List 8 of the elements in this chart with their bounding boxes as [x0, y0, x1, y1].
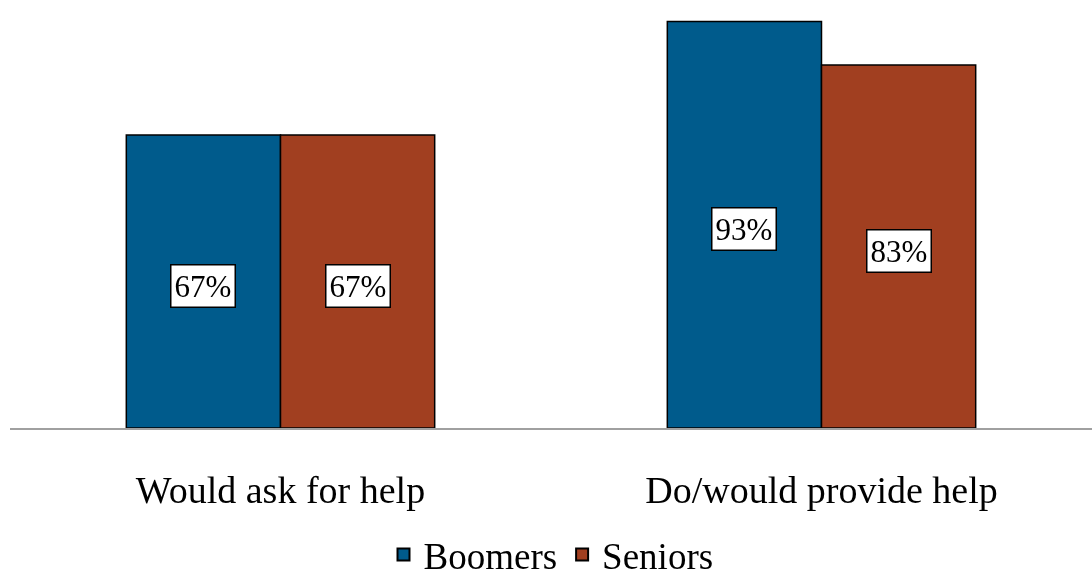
data-label: 67% — [329, 268, 387, 304]
legend-label: Seniors — [602, 535, 714, 577]
data-label: 83% — [870, 233, 928, 269]
legend-label: Boomers — [423, 535, 558, 577]
x-tick-label: Would ask for help — [135, 469, 426, 512]
x-tick-label: Do/would provide help — [645, 469, 998, 512]
data-label: 67% — [174, 268, 232, 304]
data-label: 93% — [715, 211, 773, 247]
